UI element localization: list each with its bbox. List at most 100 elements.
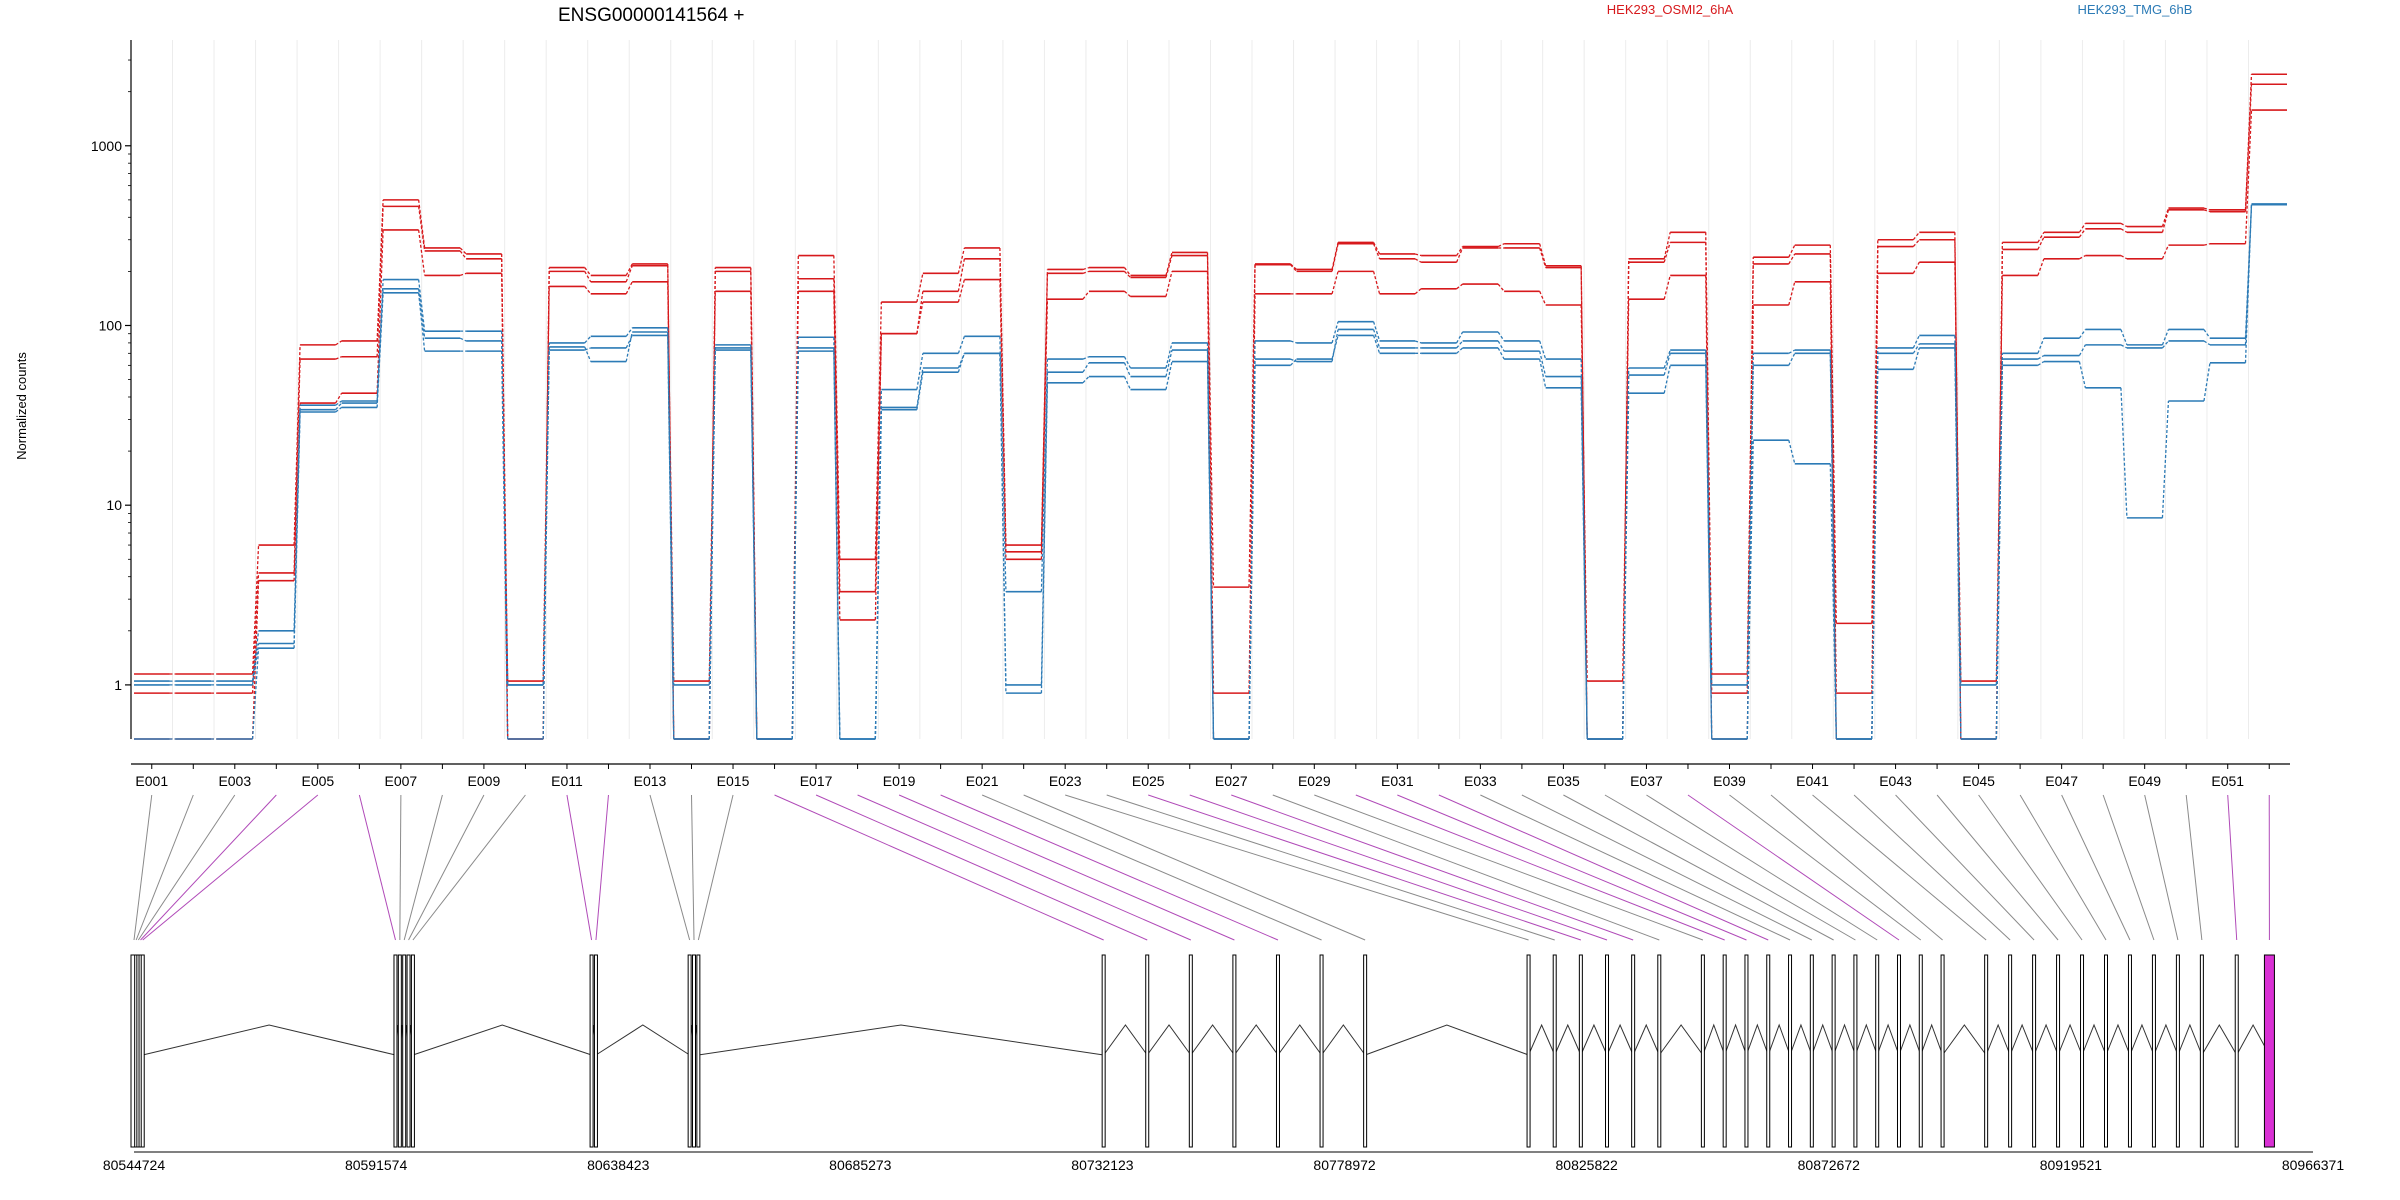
- series-connector: [376, 206, 384, 357]
- series-connector: [2244, 110, 2253, 244]
- intron: [2129, 1023, 2155, 1056]
- exon-box: [1145, 954, 1150, 1148]
- series-connector: [584, 347, 591, 351]
- series-connector: [2244, 74, 2253, 210]
- series-connector: [417, 229, 426, 276]
- x-tick-label: E013: [634, 773, 667, 789]
- exon-connector: [1770, 794, 1943, 941]
- series-connector: [1580, 387, 1588, 740]
- series-connector: [251, 580, 260, 740]
- intron: [2105, 1023, 2131, 1056]
- exon-box: [2199, 954, 2204, 1148]
- series-connector: [1331, 335, 1339, 360]
- exon-box: [687, 954, 692, 1148]
- series-connector: [1082, 266, 1090, 271]
- series-connector: [459, 247, 467, 255]
- series-connector: [2120, 329, 2128, 346]
- exon-connector: [1687, 794, 1900, 941]
- series-connector: [2120, 254, 2128, 260]
- exon-connector: [1563, 794, 1834, 941]
- series-connector: [2078, 329, 2086, 339]
- series-connector: [999, 353, 1007, 694]
- exon-box: [1526, 954, 1531, 1148]
- series-connector: [2120, 387, 2128, 518]
- intron: [1920, 1023, 1944, 1056]
- legend-label-1: HEK293_TMG_6hB: [2078, 2, 2193, 17]
- series-connector: [335, 402, 343, 411]
- series-connector: [2079, 254, 2086, 260]
- series-connector: [1372, 321, 1381, 342]
- intron: [1811, 1023, 1835, 1056]
- intron: [698, 1024, 1104, 1056]
- exon-box: [1940, 954, 1945, 1148]
- series-connector: [1497, 340, 1505, 352]
- exon-connector: [1189, 794, 1608, 941]
- series-connector: [1082, 356, 1090, 360]
- x-tick-label: E027: [1215, 773, 1248, 789]
- series-connector: [1372, 243, 1381, 260]
- x-tick-label: E039: [1713, 773, 1746, 789]
- series-connector: [667, 327, 675, 685]
- series-connector: [1165, 271, 1173, 297]
- series-connector: [2120, 228, 2128, 233]
- intron: [1898, 1023, 1922, 1056]
- x-tick-label: E007: [385, 773, 418, 789]
- exon-box: [1766, 954, 1771, 1148]
- series-connector: [1124, 290, 1131, 297]
- series-connector: [625, 265, 633, 283]
- x-tick-label: E029: [1298, 773, 1331, 789]
- series-connector: [1788, 281, 1796, 306]
- series-connector: [376, 229, 384, 394]
- intron: [1745, 1023, 1769, 1056]
- series-connector: [625, 263, 633, 276]
- series-connector: [501, 273, 509, 682]
- series-connector: [625, 327, 633, 337]
- intron: [1103, 1024, 1148, 1056]
- series-connector: [251, 648, 260, 740]
- exon-box: [393, 954, 398, 1148]
- legend-label-0: HEK293_OSMI2_6hA: [1607, 2, 1734, 17]
- series-connector: [1622, 262, 1630, 740]
- series-connector: [1954, 335, 1962, 685]
- series-connector: [1497, 243, 1505, 248]
- x-tick-label: E005: [301, 773, 334, 789]
- exon-connector: [1978, 794, 2083, 941]
- genome-tick-label: 80732123: [1071, 1157, 1134, 1173]
- series-connector: [1040, 382, 1049, 694]
- x-tick-label: E015: [717, 773, 750, 789]
- genome-tick-label: 80919521: [2040, 1157, 2103, 1173]
- exon-connector: [1148, 794, 1582, 941]
- series-connector: [1788, 349, 1796, 354]
- exon-connector: [691, 794, 695, 941]
- series-connector: [584, 267, 592, 276]
- x-tick-label: E031: [1381, 773, 1414, 789]
- exon-connector: [2227, 794, 2238, 941]
- series-connector: [2203, 209, 2211, 213]
- series-connector: [2037, 337, 2045, 354]
- x-tick-label: E051: [2211, 773, 2244, 789]
- series-connector: [584, 271, 592, 283]
- intron: [1606, 1023, 1634, 1056]
- series-connector: [335, 340, 342, 346]
- series-connector: [999, 279, 1007, 560]
- exon-connector-lines: [133, 794, 2270, 941]
- series-connector: [1456, 247, 1464, 263]
- intron: [1789, 1023, 1813, 1056]
- exon-connector: [649, 794, 691, 941]
- series-connector: [957, 353, 966, 373]
- series-connector: [667, 335, 675, 740]
- series-connector: [1372, 329, 1381, 349]
- exon-connector: [2061, 794, 2131, 941]
- series-connector: [1456, 283, 1464, 290]
- intron: [1554, 1023, 1582, 1056]
- exon-connector: [137, 794, 236, 941]
- series-connector: [874, 302, 882, 560]
- intron: [1876, 1023, 1900, 1056]
- genome-tick-label: 80825822: [1556, 1157, 1619, 1173]
- exon-box: [1831, 954, 1836, 1148]
- exon-connector: [2019, 794, 2107, 941]
- x-tick-label: E023: [1049, 773, 1082, 789]
- genome-tick-label: 80544724: [103, 1157, 166, 1173]
- series-connector: [251, 643, 260, 685]
- series-connector: [1040, 299, 1049, 560]
